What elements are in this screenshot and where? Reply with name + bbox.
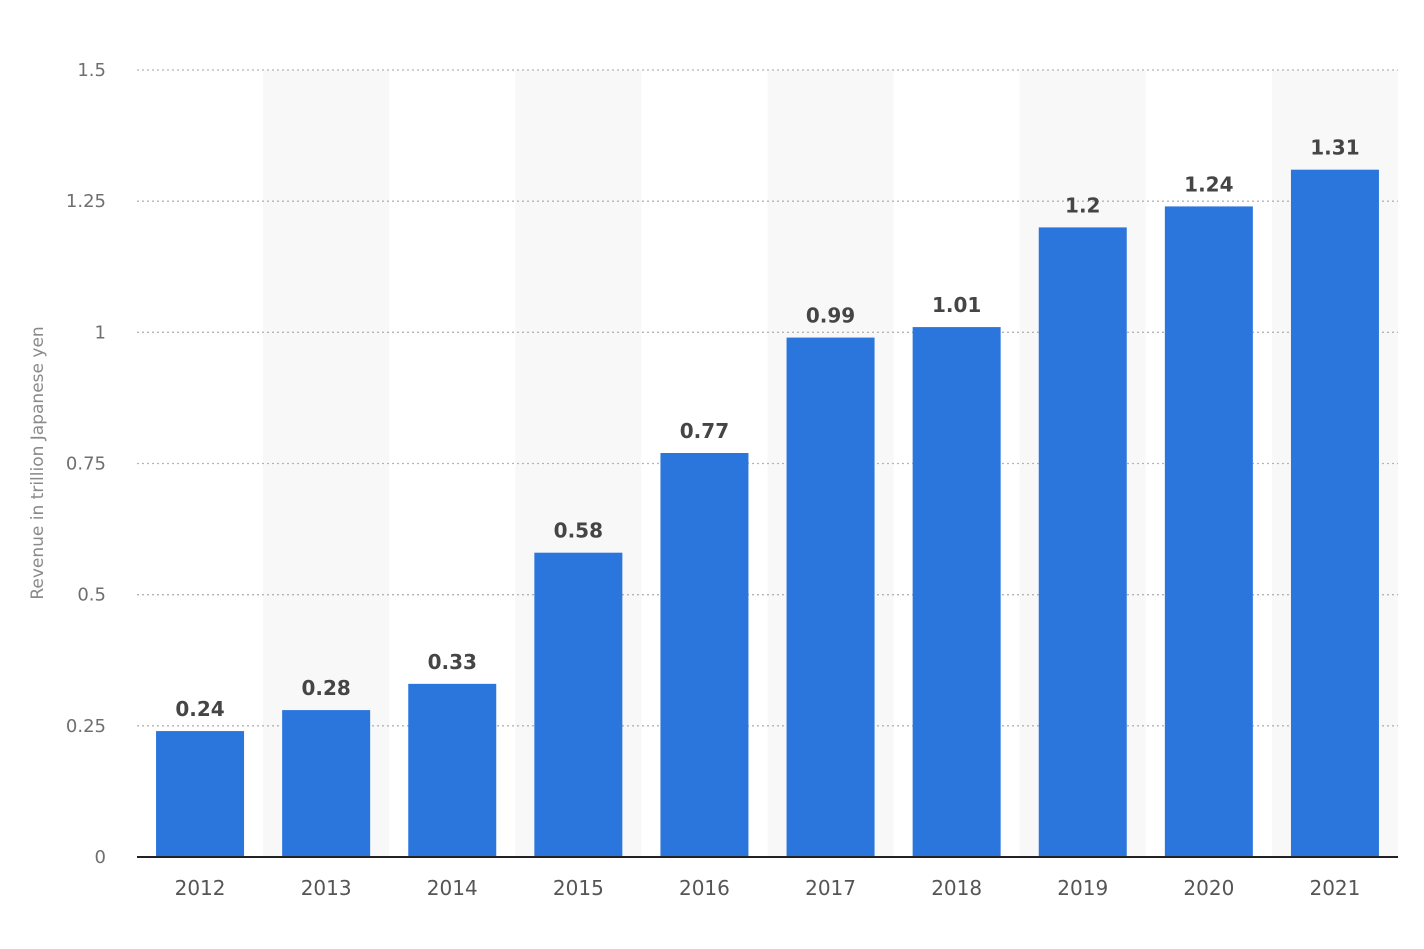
value-label: 0.99 <box>806 304 855 328</box>
x-tick-label: 2020 <box>1183 876 1234 900</box>
y-tick-label: 1 <box>95 322 106 343</box>
value-label: 1.31 <box>1310 136 1359 160</box>
bar[interactable] <box>534 552 623 857</box>
value-label: 0.33 <box>428 650 477 674</box>
bar[interactable] <box>786 337 875 858</box>
x-tick-label: 2013 <box>301 876 352 900</box>
value-label: 1.2 <box>1065 193 1100 217</box>
bar[interactable] <box>156 731 245 857</box>
bar[interactable] <box>660 453 749 857</box>
bar[interactable] <box>1164 206 1253 857</box>
y-tick-label: 1.25 <box>66 191 106 212</box>
value-label: 0.28 <box>301 676 350 700</box>
bar[interactable] <box>912 327 1001 857</box>
x-tick-label: 2016 <box>679 876 730 900</box>
bars <box>156 169 1379 858</box>
bar[interactable] <box>408 683 497 857</box>
y-axis-ticks: 0 0.25 0.5 0.75 1 1.25 1.5 <box>66 60 106 868</box>
x-tick-label: 2015 <box>553 876 604 900</box>
value-label: 1.24 <box>1184 172 1233 196</box>
value-label: 1.01 <box>932 293 981 317</box>
y-tick-label: 1.5 <box>77 60 106 81</box>
x-tick-label: 2019 <box>1057 876 1108 900</box>
value-label: 0.58 <box>554 519 603 543</box>
x-tick-label: 2017 <box>805 876 856 900</box>
x-axis-ticks: 2012 2013 2014 2015 2016 2017 2018 2019 2020 2021 <box>175 876 1361 900</box>
bar[interactable] <box>1038 227 1127 857</box>
bar[interactable] <box>1290 169 1379 858</box>
x-tick-label: 2014 <box>427 876 478 900</box>
x-tick-label: 2012 <box>175 876 226 900</box>
y-tick-label: 0.25 <box>66 716 106 737</box>
x-tick-label: 2021 <box>1309 876 1360 900</box>
value-label: 0.24 <box>175 697 224 721</box>
value-labels: 0.24 0.28 0.33 0.58 0.77 0.99 1.01 1.2 1.24 1.31 <box>175 136 1359 721</box>
y-axis-title: Revenue in trillion Japanese yen <box>28 326 48 599</box>
y-tick-label: 0.75 <box>66 454 106 475</box>
x-tick-label: 2018 <box>931 876 982 900</box>
y-tick-label: 0 <box>95 847 106 868</box>
y-tick-label: 0.5 <box>77 585 106 606</box>
value-label: 0.77 <box>680 419 729 443</box>
bar[interactable] <box>282 710 371 857</box>
